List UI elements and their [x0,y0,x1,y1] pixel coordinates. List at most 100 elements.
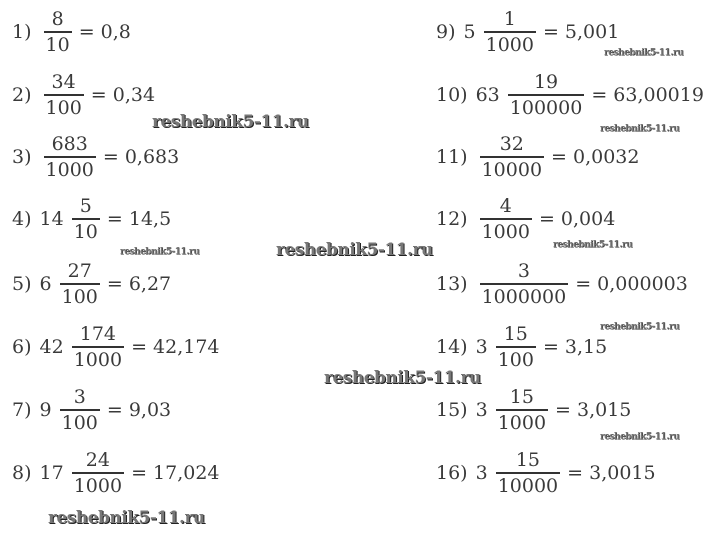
numerator: 27 [67,260,92,282]
whole-part: 14 [39,208,64,230]
decimal-result: = 0,8 [78,21,131,43]
decimal-result: = 14,5 [106,208,172,230]
watermark: reshebnik5-11.ru [604,48,684,58]
exercise-number: 7) [12,399,32,421]
exercise-row: 7) 9 3 100 = 9,03 [12,380,171,440]
numerator: 19 [533,71,559,93]
denominator: 10 [43,31,72,57]
watermark: reshebnik5-11.ru [600,322,680,332]
whole-part: 3 [475,399,488,421]
exercise-number: 6) [12,336,32,358]
whole-part: 3 [475,336,488,358]
exercise-number: 1) [12,21,32,43]
exercise-row: 13) 3 1000000 = 0,000003 [436,254,688,314]
exercise-number: 2) [12,84,32,106]
denominator: 1000 [483,31,536,57]
exercise-number: 13) [436,273,468,295]
exercise-row: 16) 3 15 10000 = 3,0015 [436,443,656,503]
fraction: 3 100 [59,385,100,435]
fraction: 32 10000 [479,132,545,182]
watermark: reshebnik5-11.ru [48,508,205,528]
denominator: 10 [71,218,100,244]
fraction: 1 1000 [483,7,536,57]
fraction: 27 100 [59,259,100,309]
watermark: reshebnik5-11.ru [276,240,433,260]
numerator: 3 [73,386,86,408]
numerator: 1 [503,8,516,30]
numerator: 15 [503,323,528,345]
fraction: 15 1000 [495,385,549,435]
numerator: 15 [509,386,534,408]
exercise-number: 4) [12,208,32,230]
decimal-result: = 0,0032 [551,146,640,168]
denominator: 100 [59,409,100,435]
exercise-row: 10) 63 19 100000 = 63,00019 [436,65,704,125]
exercise-number: 14) [436,336,468,358]
exercise-number: 15) [436,399,468,421]
exercise-number: 12) [436,208,468,230]
denominator: 1000 [71,472,125,498]
exercise-row: 11) 32 10000 = 0,0032 [436,127,640,187]
numerator: 5 [79,195,92,217]
decimal-result: = 0,683 [102,146,180,168]
fraction: 683 1000 [43,132,96,182]
whole-part: 3 [475,462,488,484]
denominator: 1000 [43,156,96,182]
denominator: 100 [495,346,536,372]
denominator: 100000 [507,94,585,120]
denominator: 100 [59,283,100,309]
decimal-result: = 6,27 [106,273,172,295]
numerator: 32 [499,133,524,155]
decimal-result: = 9,03 [106,399,172,421]
exercise-number: 8) [12,462,32,484]
whole-part: 5 [463,21,476,43]
numerator: 8 [51,8,64,30]
numerator: 15 [515,449,540,471]
exercise-row: 9) 5 1 1000 = 5,001 [436,2,619,62]
exercise-row: 5) 6 27 100 = 6,27 [12,254,171,314]
decimal-result: = 0,34 [90,84,156,106]
decimal-result: = 3,015 [555,399,632,421]
fraction: 5 10 [71,194,100,244]
exercise-row: 8) 17 24 1000 = 17,024 [12,443,220,503]
denominator: 1000 [71,346,125,372]
numerator: 34 [51,71,76,93]
exercise-number: 11) [436,146,468,168]
decimal-result: = 0,004 [538,208,616,230]
exercise-number: 16) [436,462,468,484]
watermark: reshebnik5-11.ru [600,432,680,442]
exercise-row: 2) 34 100 = 0,34 [12,65,155,125]
numerator: 683 [51,133,88,155]
decimal-result: = 63,00019 [591,84,704,106]
exercise-row: 15) 3 15 1000 = 3,015 [436,380,631,440]
exercise-number: 5) [12,273,32,295]
numerator: 174 [79,323,117,345]
fraction: 15 100 [495,322,536,372]
decimal-result: = 5,001 [542,21,620,43]
watermark: reshebnik5-11.ru [152,112,309,132]
decimal-result: = 0,000003 [575,273,688,295]
exercise-row: 4) 14 5 10 = 14,5 [12,189,171,249]
exercise-row: 14) 3 15 100 = 3,15 [436,317,607,377]
denominator: 1000 [495,409,549,435]
exercise-number: 3) [12,146,32,168]
fraction: 4 1000 [479,194,532,244]
fraction: 174 1000 [71,322,125,372]
denominator: 1000000 [479,283,569,309]
fraction: 34 100 [43,70,84,120]
denominator: 1000 [479,218,532,244]
fraction: 19 100000 [507,70,585,120]
whole-part: 6 [39,273,52,295]
exercise-row: 6) 42 174 1000 = 42,174 [12,317,220,377]
exercise-row: 1) 8 10 = 0,8 [12,2,131,62]
whole-part: 63 [475,84,500,106]
denominator: 10000 [479,156,545,182]
decimal-result: = 17,024 [131,462,220,484]
exercise-number: 10) [436,84,468,106]
watermark: reshebnik5-11.ru [120,247,200,257]
whole-part: 42 [39,336,64,358]
decimal-result: = 3,15 [542,336,608,358]
watermark: reshebnik5-11.ru [324,368,481,388]
fraction: 3 1000000 [479,259,569,309]
